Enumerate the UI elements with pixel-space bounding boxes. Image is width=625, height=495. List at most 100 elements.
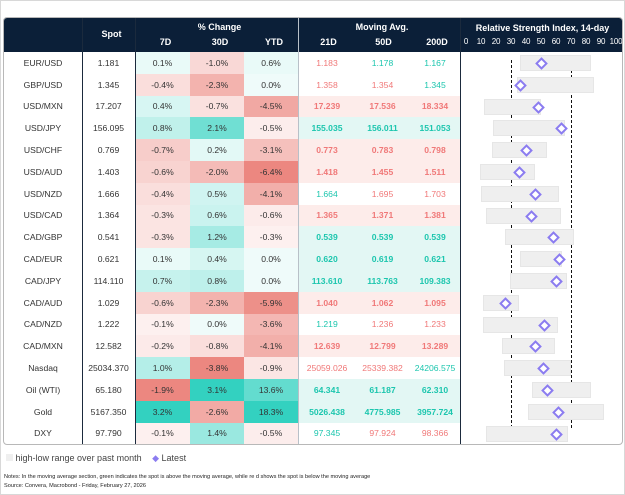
row-label: Nasdaq bbox=[28, 363, 58, 374]
table-row: USD/NZD 1.666 -0.4% 0.5% -4.1% 1.664 1.695 1.7… bbox=[4, 182, 622, 205]
rsi-tick-label: 80 bbox=[581, 37, 591, 46]
header-rsi: Relative Strength Index, 14-day bbox=[475, 23, 610, 33]
pct-change-d30: -2.3% bbox=[190, 291, 244, 314]
rsi-tick-label: 100 bbox=[609, 37, 623, 46]
rsi-tick-label: 30 bbox=[506, 37, 516, 46]
pct-change-ytd: -3.1% bbox=[244, 139, 298, 161]
row-label: CAD/MXN bbox=[23, 341, 63, 352]
spot-value: 1.403 bbox=[97, 166, 120, 177]
pct-value: -1.0% bbox=[205, 57, 229, 68]
rsi-range-bar bbox=[491, 142, 547, 159]
pct-change-d7: 0.4% bbox=[135, 95, 190, 118]
spot-value: 0.769 bbox=[97, 145, 120, 156]
moving-avg-ma21: 1.365 bbox=[299, 204, 355, 227]
pct-change-ytd: 0.0% bbox=[244, 73, 298, 96]
row-label: GBP/USD bbox=[23, 79, 63, 90]
moving-avg-ma21: 1.664 bbox=[299, 182, 355, 205]
moving-avg-ma21: 64.341 bbox=[299, 379, 355, 401]
rsi-range-bar bbox=[485, 425, 568, 442]
moving-avg-ma200: 109.383 bbox=[410, 270, 460, 292]
rsi-range-bar bbox=[482, 316, 558, 333]
pct-change-d30: 3.1% bbox=[190, 379, 244, 401]
pct-change-d30: -3.8% bbox=[190, 357, 244, 379]
pct-change-ytd: -4.1% bbox=[244, 182, 298, 205]
rsi-range-bar bbox=[505, 229, 574, 246]
spot-value: 1.029 bbox=[97, 297, 120, 308]
rsi-range-bar bbox=[485, 207, 561, 224]
moving-avg-ma21: 1.219 bbox=[299, 313, 355, 336]
moving-avg-ma21: 17.239 bbox=[299, 95, 355, 118]
rsi-tick-label: 10 bbox=[476, 37, 486, 46]
row-label: Gold bbox=[33, 406, 53, 417]
table-row: Nasdaq 25034.370 1.0% -3.8% -0.9% 25059.026 2… bbox=[4, 357, 622, 379]
pct-change-ytd: -5.9% bbox=[244, 291, 298, 314]
table-row: EUR/USD 1.181 0.1% -1.0% 0.6% 1.183 1.178 1.16… bbox=[4, 52, 622, 74]
pct-change-d7: -0.4% bbox=[135, 182, 190, 205]
pct-change-d30: 0.0% bbox=[190, 313, 244, 336]
table-row: USD/CHF 0.769 -0.7% 0.2% -3.1% 0.773 0.783 0.7… bbox=[4, 139, 622, 161]
table-row: USD/CAD 1.364 -0.3% 0.6% -0.6% 1.365 1.371 1.3… bbox=[4, 204, 622, 227]
pct-value: 0.7% bbox=[152, 275, 173, 286]
spot-value: 17.207 bbox=[95, 101, 122, 112]
pct-change-d30: 0.5% bbox=[190, 182, 244, 205]
pct-value: 0.4% bbox=[152, 101, 173, 112]
moving-avg-ma50: 17.536 bbox=[355, 95, 410, 118]
moving-avg-ma21: 12.639 bbox=[299, 335, 355, 358]
pct-value: 0.0% bbox=[261, 79, 281, 90]
pct-value: -4.1% bbox=[259, 341, 283, 352]
pct-value: -2.6% bbox=[205, 406, 229, 417]
pct-change-ytd: 18.3% bbox=[244, 400, 298, 423]
moving-avg-ma200: 0.539 bbox=[410, 226, 460, 249]
row-label: USD/CHF bbox=[23, 145, 63, 156]
table-header: Spot % Change 7D 30D YTD Moving Avg. 21D… bbox=[4, 18, 622, 52]
moving-avg-ma50: 0.619 bbox=[355, 248, 410, 270]
pct-value: -0.4% bbox=[151, 188, 174, 199]
row-label: CAD/JPY bbox=[24, 275, 62, 286]
rsi-range-bar bbox=[479, 164, 535, 180]
rsi-range-bar bbox=[502, 338, 555, 355]
pct-value: 1.4% bbox=[207, 428, 227, 439]
pct-value: 0.0% bbox=[261, 275, 281, 286]
pct-value: 0.2% bbox=[207, 145, 227, 156]
spot-value: 1.181 bbox=[97, 57, 120, 68]
header-21d: 21D bbox=[320, 37, 337, 47]
table-row: CAD/AUD 1.029 -0.6% -2.3% -5.9% 1.040 1.062 1.… bbox=[4, 291, 622, 314]
row-label: CAD/AUD bbox=[23, 297, 63, 308]
pct-value: -3.8% bbox=[205, 363, 229, 374]
source: Source: Convera, Macrobond - Friday, Feb… bbox=[4, 483, 146, 489]
spot-value: 1.345 bbox=[97, 79, 120, 90]
rsi-range-bar bbox=[527, 403, 604, 420]
spot-value: 1.222 bbox=[97, 319, 120, 330]
rsi-tick-label: 40 bbox=[521, 37, 531, 46]
table-row: USD/JPY 156.095 0.8% 2.1% -0.5% 155.035 156.0… bbox=[4, 117, 622, 140]
pct-change-ytd: -0.5% bbox=[244, 422, 298, 444]
pct-value: 0.0% bbox=[261, 254, 281, 265]
row-label: DXY bbox=[34, 428, 52, 439]
table-row: GBP/USD 1.345 -0.4% -2.3% 0.0% 1.358 1.354 1.3… bbox=[4, 73, 622, 96]
spot-value: 0.621 bbox=[97, 254, 120, 265]
pct-value: -0.7% bbox=[151, 145, 174, 156]
moving-avg-ma50: 1.695 bbox=[355, 182, 410, 205]
moving-avg-ma50: 1.178 bbox=[355, 52, 410, 74]
pct-change-ytd: -3.6% bbox=[244, 313, 298, 336]
moving-avg-ma50: 97.924 bbox=[355, 422, 410, 444]
row-label: Oil (WTI) bbox=[25, 384, 61, 395]
pct-value: 1.0% bbox=[152, 363, 173, 374]
pct-change-ytd: -0.5% bbox=[244, 117, 298, 140]
moving-avg-ma200: 1.095 bbox=[410, 291, 460, 314]
moving-avg-ma50: 156.011 bbox=[355, 117, 410, 140]
moving-avg-ma200: 1.345 bbox=[410, 73, 460, 96]
spot-value: 1.666 bbox=[97, 188, 120, 199]
pct-value: -0.6% bbox=[151, 166, 174, 177]
spot-value: 0.541 bbox=[97, 232, 120, 243]
pct-change-d7: 0.7% bbox=[135, 270, 190, 292]
row-label: USD/CAD bbox=[23, 210, 63, 221]
row-label: USD/MXN bbox=[23, 101, 63, 112]
rsi-range-bar bbox=[509, 273, 567, 289]
pct-value: 0.5% bbox=[207, 188, 227, 199]
pct-value: -2.3% bbox=[205, 79, 229, 90]
divider bbox=[298, 18, 299, 444]
moving-avg-ma21: 1.418 bbox=[299, 161, 355, 183]
diamond-icon: ◆ bbox=[152, 453, 160, 463]
header-ytd: YTD bbox=[265, 37, 283, 47]
